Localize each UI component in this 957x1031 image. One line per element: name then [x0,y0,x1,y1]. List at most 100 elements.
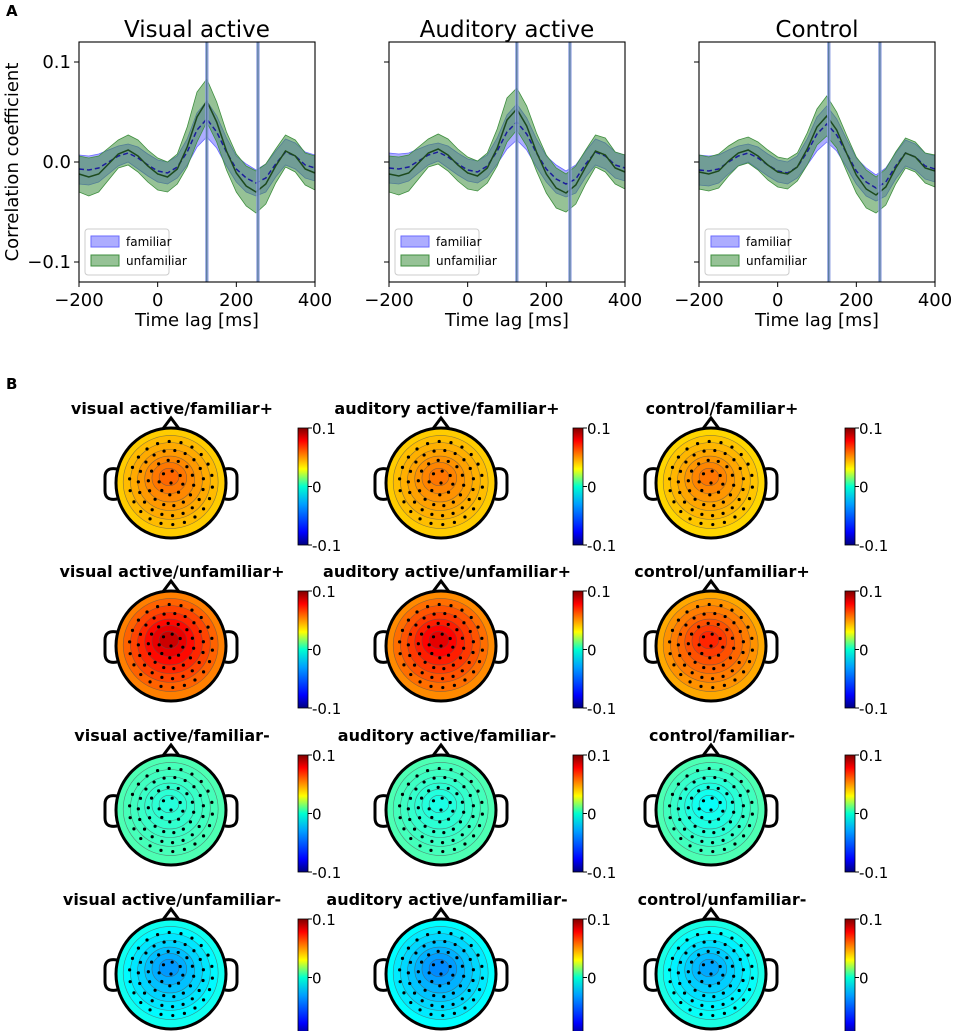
sensor-dot [188,656,193,660]
sensor-dot [197,497,201,502]
sensor-dot [453,451,457,456]
sensor-dot [425,442,430,446]
colorbar-tick-label: 0 [312,479,322,497]
right-ear-icon [764,630,779,664]
sensor-dot [716,459,720,464]
sensor-dot [446,653,451,657]
sensor-dot [690,999,694,1003]
sensor-dot [159,1012,163,1016]
colorbar-tick-label: 0 [312,642,322,660]
sensor-dot [128,477,132,481]
sensor-dot [710,1005,715,1009]
left-ear-icon [103,630,118,664]
sensor-dot [418,1008,422,1012]
sensor-dot [179,604,183,608]
sensor-dot [201,477,205,481]
sensor-dot [685,610,689,614]
head-outline [654,753,768,867]
sensor-dot [192,974,196,978]
sensor-dot [713,775,717,780]
topomap: control/familiar+ 0.1 0 -0.1 [643,399,888,555]
colorbar-tick-label: -0.1 [587,1028,616,1031]
sensor-dot [688,652,692,656]
sensor-dot [199,452,203,457]
sensor-dot [157,643,161,647]
sensor-dot [741,670,746,674]
sensor-dot [730,506,734,510]
colorbar-tick-label: 0.1 [859,583,883,601]
sensor-dot [721,511,725,515]
subplot-3: Control −200 0 200 400 Time lag [ms] familiar u… [674,17,952,331]
sensor-dot [738,793,742,798]
sensor-dot [170,796,174,800]
sensor-dot [460,997,464,1001]
sensor-dot [708,984,712,988]
sensor-dot [718,964,722,969]
sensor-dot [448,964,452,969]
sensor-dot [684,460,688,464]
sensor-dot [136,455,141,459]
y-tick-label: 0.0 [42,152,71,173]
sensor-dot [451,663,455,667]
sensor-dot [713,939,717,944]
sensor-dot [738,629,742,634]
sensor-dot [730,964,734,968]
sensor-dot [446,817,451,821]
colorbar [297,590,309,709]
sensor-dot [188,984,193,988]
mean-line-unfamiliar [698,114,936,196]
sensor-dot [176,981,181,985]
sensor-dot [201,998,206,1002]
sensor-dot [732,458,736,462]
sensor-dot [693,660,697,664]
colorbar-tick-label: -0.1 [312,537,341,555]
mean-line-unfamiliar [78,99,316,193]
sensor-dot [716,622,720,627]
sensor-dot [707,602,711,607]
sensor-dot [420,671,424,675]
sensor-dot [462,785,466,789]
sensor-dot [721,500,725,504]
colorbar-tick-label: 0.1 [587,583,611,601]
sensor-dot [172,503,176,508]
sensor-dot [430,815,434,820]
left-ear-icon [103,958,118,992]
sensor-dot [161,799,166,803]
sensor-dot [460,608,464,612]
mean-line-familiar [388,120,626,185]
sensor-dot [149,960,154,964]
topomap: auditory active/familiar- 0.1 0 -0.1 [338,726,616,882]
colorbar [297,918,309,1031]
sensor-dot [442,503,446,508]
sensor-dot [679,672,683,677]
sensor-dot [432,940,436,944]
sensor-dot [423,497,427,501]
sensor-dot [476,789,480,793]
sensor-dot [730,608,734,612]
sensor-dot [412,663,417,667]
legend: familiar unfamiliar [704,228,807,276]
sensor-dot [441,522,445,527]
sensor-dot [132,663,136,667]
sensor-dot [429,684,433,688]
sensor-dot [418,816,422,820]
sensor-dot [152,453,156,457]
sensor-dot [690,508,694,512]
sensor-dot [732,785,736,789]
sensor-dot [697,480,701,484]
sensor-dot [409,509,413,514]
sensor-dot [210,485,214,489]
sensor-dot [467,988,471,993]
sensor-dot [679,836,683,841]
sensor-dot [721,838,725,842]
colorbar [572,918,584,1031]
sensor-dot [467,497,471,502]
sensor-dot [460,964,464,968]
sensor-dot [739,779,743,784]
sensor-dot [469,615,473,620]
sensor-dot [157,789,161,793]
sensor-dot [732,810,736,814]
sensor-dot [702,940,706,944]
sensor-dot [733,515,737,519]
sensor-dot [468,793,472,798]
